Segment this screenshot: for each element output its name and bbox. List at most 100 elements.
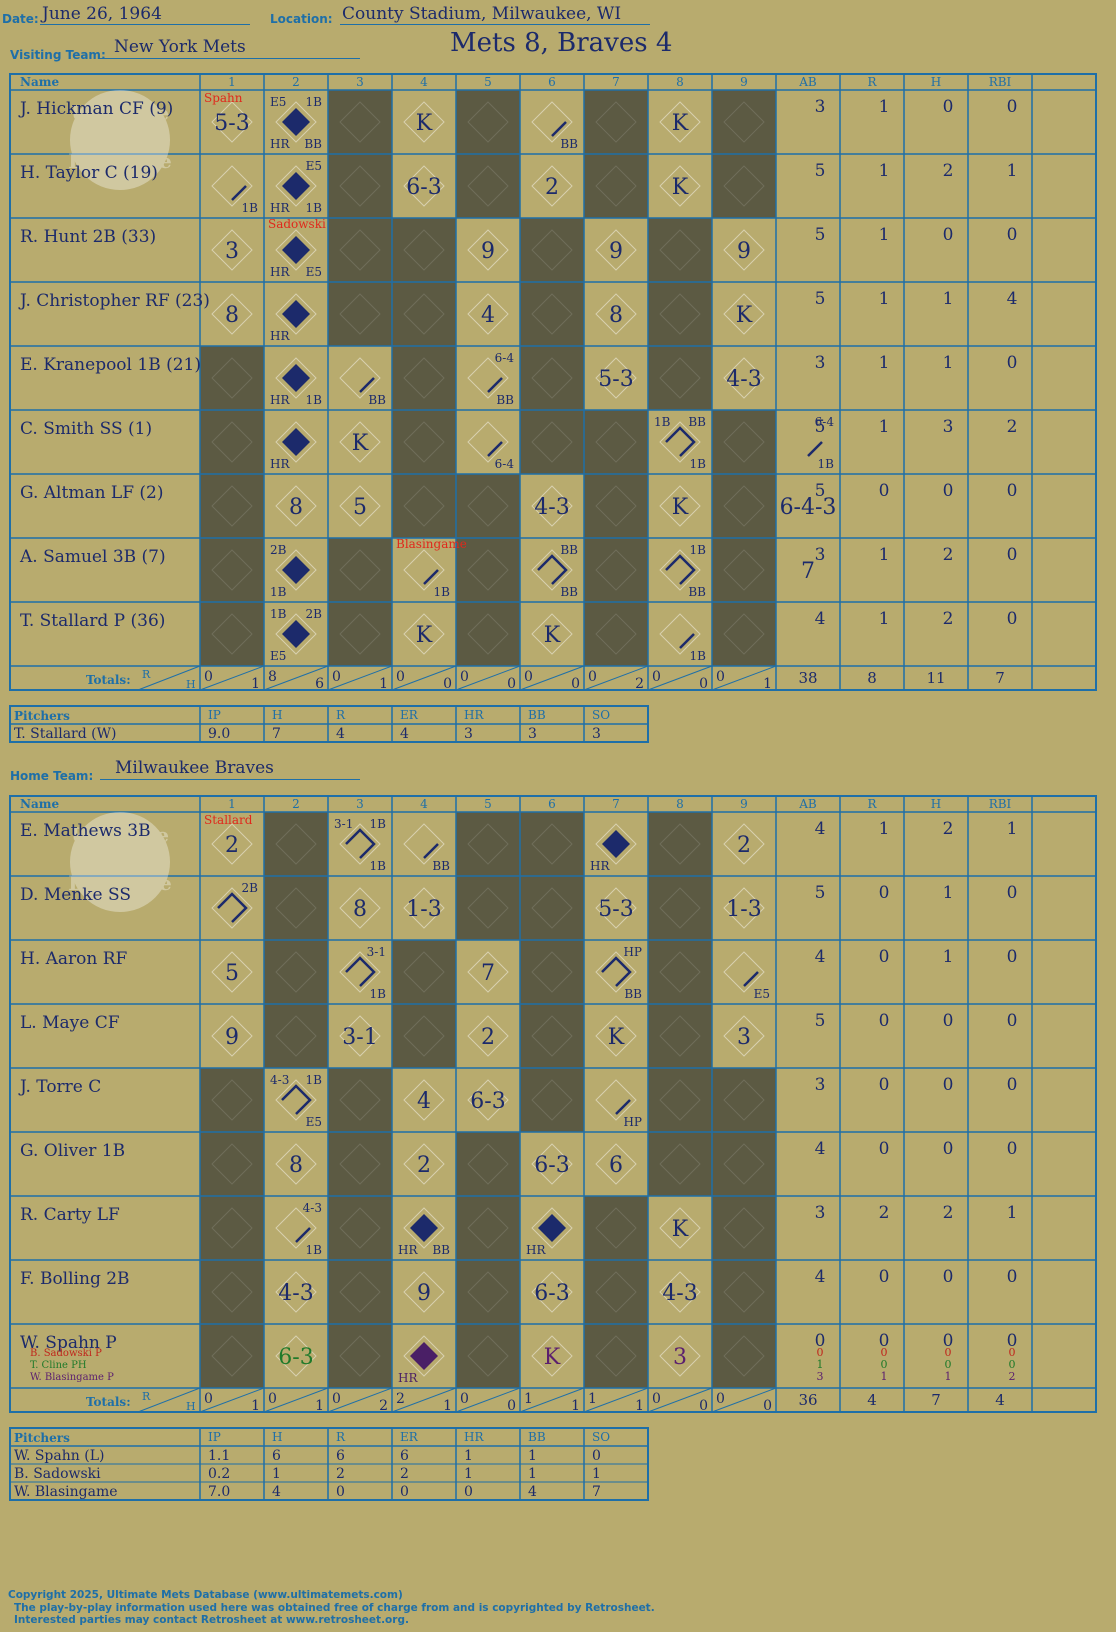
- visitors-diamond-guide: [403, 549, 445, 591]
- home-empty-cell: [328, 1324, 392, 1388]
- home-diamond-guide: [403, 1335, 445, 1377]
- home-diamond-guide: [723, 1079, 765, 1121]
- home-play-cell: 4-3 1B: [295, 1201, 322, 1257]
- watermark-text: Mets: [92, 847, 147, 871]
- retrosheet-contact: Interested parties may contact Retroshee…: [14, 1614, 409, 1626]
- home-play-text: 8: [289, 1153, 303, 1178]
- visitors-play-cell: BB: [551, 121, 578, 151]
- watermark-circle: [70, 812, 170, 912]
- visitors-diamond-guide: [659, 549, 701, 591]
- home-empty-cell: [648, 1068, 712, 1132]
- home-diamond-guide: [275, 1271, 317, 1313]
- visitors-path-lines: [665, 426, 696, 457]
- visitors-first-base-line: [231, 185, 247, 201]
- visitors-empty-cell: [712, 602, 776, 666]
- visitors-play-text: 9: [481, 239, 495, 264]
- home-diamond-guide: [275, 1335, 317, 1377]
- visitors-diamond-guide: [211, 421, 253, 463]
- visitors-empty-cell: [392, 410, 456, 474]
- visitors-run-scored-diamond: [282, 556, 310, 584]
- home-empty-cell: [712, 1068, 776, 1132]
- home-sub-stat: 0: [881, 1358, 888, 1371]
- home-pitcher-stat: 0: [592, 1448, 601, 1464]
- visitors-pitcher-stat: 7: [272, 726, 281, 742]
- visitors-play-text: 5-3: [598, 367, 633, 392]
- home-diamond-guide: [403, 1143, 445, 1185]
- home-pitch-col-header: BB: [528, 1430, 546, 1444]
- visitors-diamond-guide: [531, 549, 573, 591]
- home-batter-stat: 4: [815, 819, 826, 839]
- home-team-underline: [100, 779, 360, 780]
- home-diamond-guide: [275, 887, 317, 929]
- home-diamond-guide: [467, 823, 509, 865]
- visitors-empty-cell: [584, 602, 648, 666]
- home-totals-h: H: [186, 1400, 196, 1413]
- visitors-batter-stat: 4: [1007, 289, 1018, 309]
- visitors-diamond-guide: [467, 421, 509, 463]
- home-diamond-guide: [211, 1271, 253, 1313]
- home-play-cell: HP BB: [601, 945, 642, 1001]
- visitors-pitchers-header: Pitchers: [14, 709, 70, 723]
- visitors-diamond-guide: [659, 613, 701, 655]
- visitors-diamond-guide: [211, 357, 253, 399]
- home-batter-stat: 0: [879, 1267, 890, 1287]
- visitors-diamond-guide: [531, 613, 573, 655]
- home-batter-name: G. Oliver 1B: [20, 1141, 125, 1161]
- home-base-note: 1B: [306, 1073, 323, 1087]
- visitors-pitcher-stat: 3: [464, 726, 473, 742]
- home-sub-name: W. Blasingame P: [30, 1372, 114, 1383]
- home-path-lines: [281, 1084, 312, 1115]
- home-batter-name: J. Torre C: [18, 1077, 101, 1097]
- visitors-diamond-guide: [723, 101, 765, 143]
- home-team-label: Home Team:: [10, 769, 94, 783]
- home-base-note: 3-1: [334, 817, 353, 831]
- home-base-note: HR: [398, 1243, 418, 1257]
- home-empty-cell: [264, 940, 328, 1004]
- home-play-cell: HR: [398, 1342, 438, 1385]
- visitors-diamond-guide: [339, 357, 381, 399]
- visitors-empty-cell: [328, 538, 392, 602]
- home-diamond-guide: [467, 1079, 509, 1121]
- visitors-inning-hits: 0: [443, 676, 452, 692]
- home-sub-stat: 1: [817, 1358, 824, 1371]
- visitors-diamond-guide: [275, 357, 317, 399]
- home-play-cell: HP: [615, 1099, 642, 1129]
- home-diamond-guide: [723, 951, 765, 993]
- visitors-diamond-guide: [275, 485, 317, 527]
- visitors-totals-label: Totals:: [86, 673, 131, 687]
- home-stat-header: AB: [798, 797, 817, 811]
- visitors-first-base-line: [551, 121, 567, 137]
- visitors-play-text: 4-3: [534, 495, 569, 520]
- visitors-diamond-guide: [595, 613, 637, 655]
- visitors-inning-hits: 1: [379, 676, 388, 692]
- home-batter-stat: 0: [1007, 1267, 1018, 1287]
- home-batter-name: H. Aaron RF: [20, 949, 128, 969]
- home-play-text: 3-1: [342, 1025, 377, 1050]
- visitors-play-cell: 6-4: [487, 441, 514, 471]
- home-empty-cell: [456, 1324, 520, 1388]
- home-batter-stat: 0: [1007, 883, 1018, 903]
- home-totals-slash: [137, 1387, 201, 1413]
- visitors-batter-stat: 1: [879, 417, 890, 437]
- home-inning-runs: 0: [204, 1391, 213, 1407]
- home-batter-stat: 0: [879, 1075, 890, 1095]
- visitors-batter-stat: 2: [1007, 417, 1018, 437]
- date-label: Date:: [2, 12, 39, 26]
- visitors-play-cell: K: [416, 623, 433, 648]
- visitors-play-cell: HR: [270, 300, 310, 343]
- home-diamond-guide: [723, 1271, 765, 1313]
- location-value: County Stadium, Milwaukee, WI: [342, 4, 622, 24]
- home-empty-cell: [520, 1004, 584, 1068]
- home-empty-cell: [264, 1004, 328, 1068]
- visitors-diamond-guide: [275, 421, 317, 463]
- home-empty-cell: [584, 1324, 648, 1388]
- visitors-diamond-guide: [339, 549, 381, 591]
- home-stat-header: RBI: [989, 797, 1012, 811]
- visitors-play-cell: HR: [270, 428, 310, 471]
- visitors-empty-cell: [456, 538, 520, 602]
- home-diamond-guide: [595, 951, 637, 993]
- visitors-inning-header: 2: [292, 75, 300, 89]
- visitors-empty-cell: [520, 346, 584, 410]
- visitors-base-note: HR: [270, 201, 290, 215]
